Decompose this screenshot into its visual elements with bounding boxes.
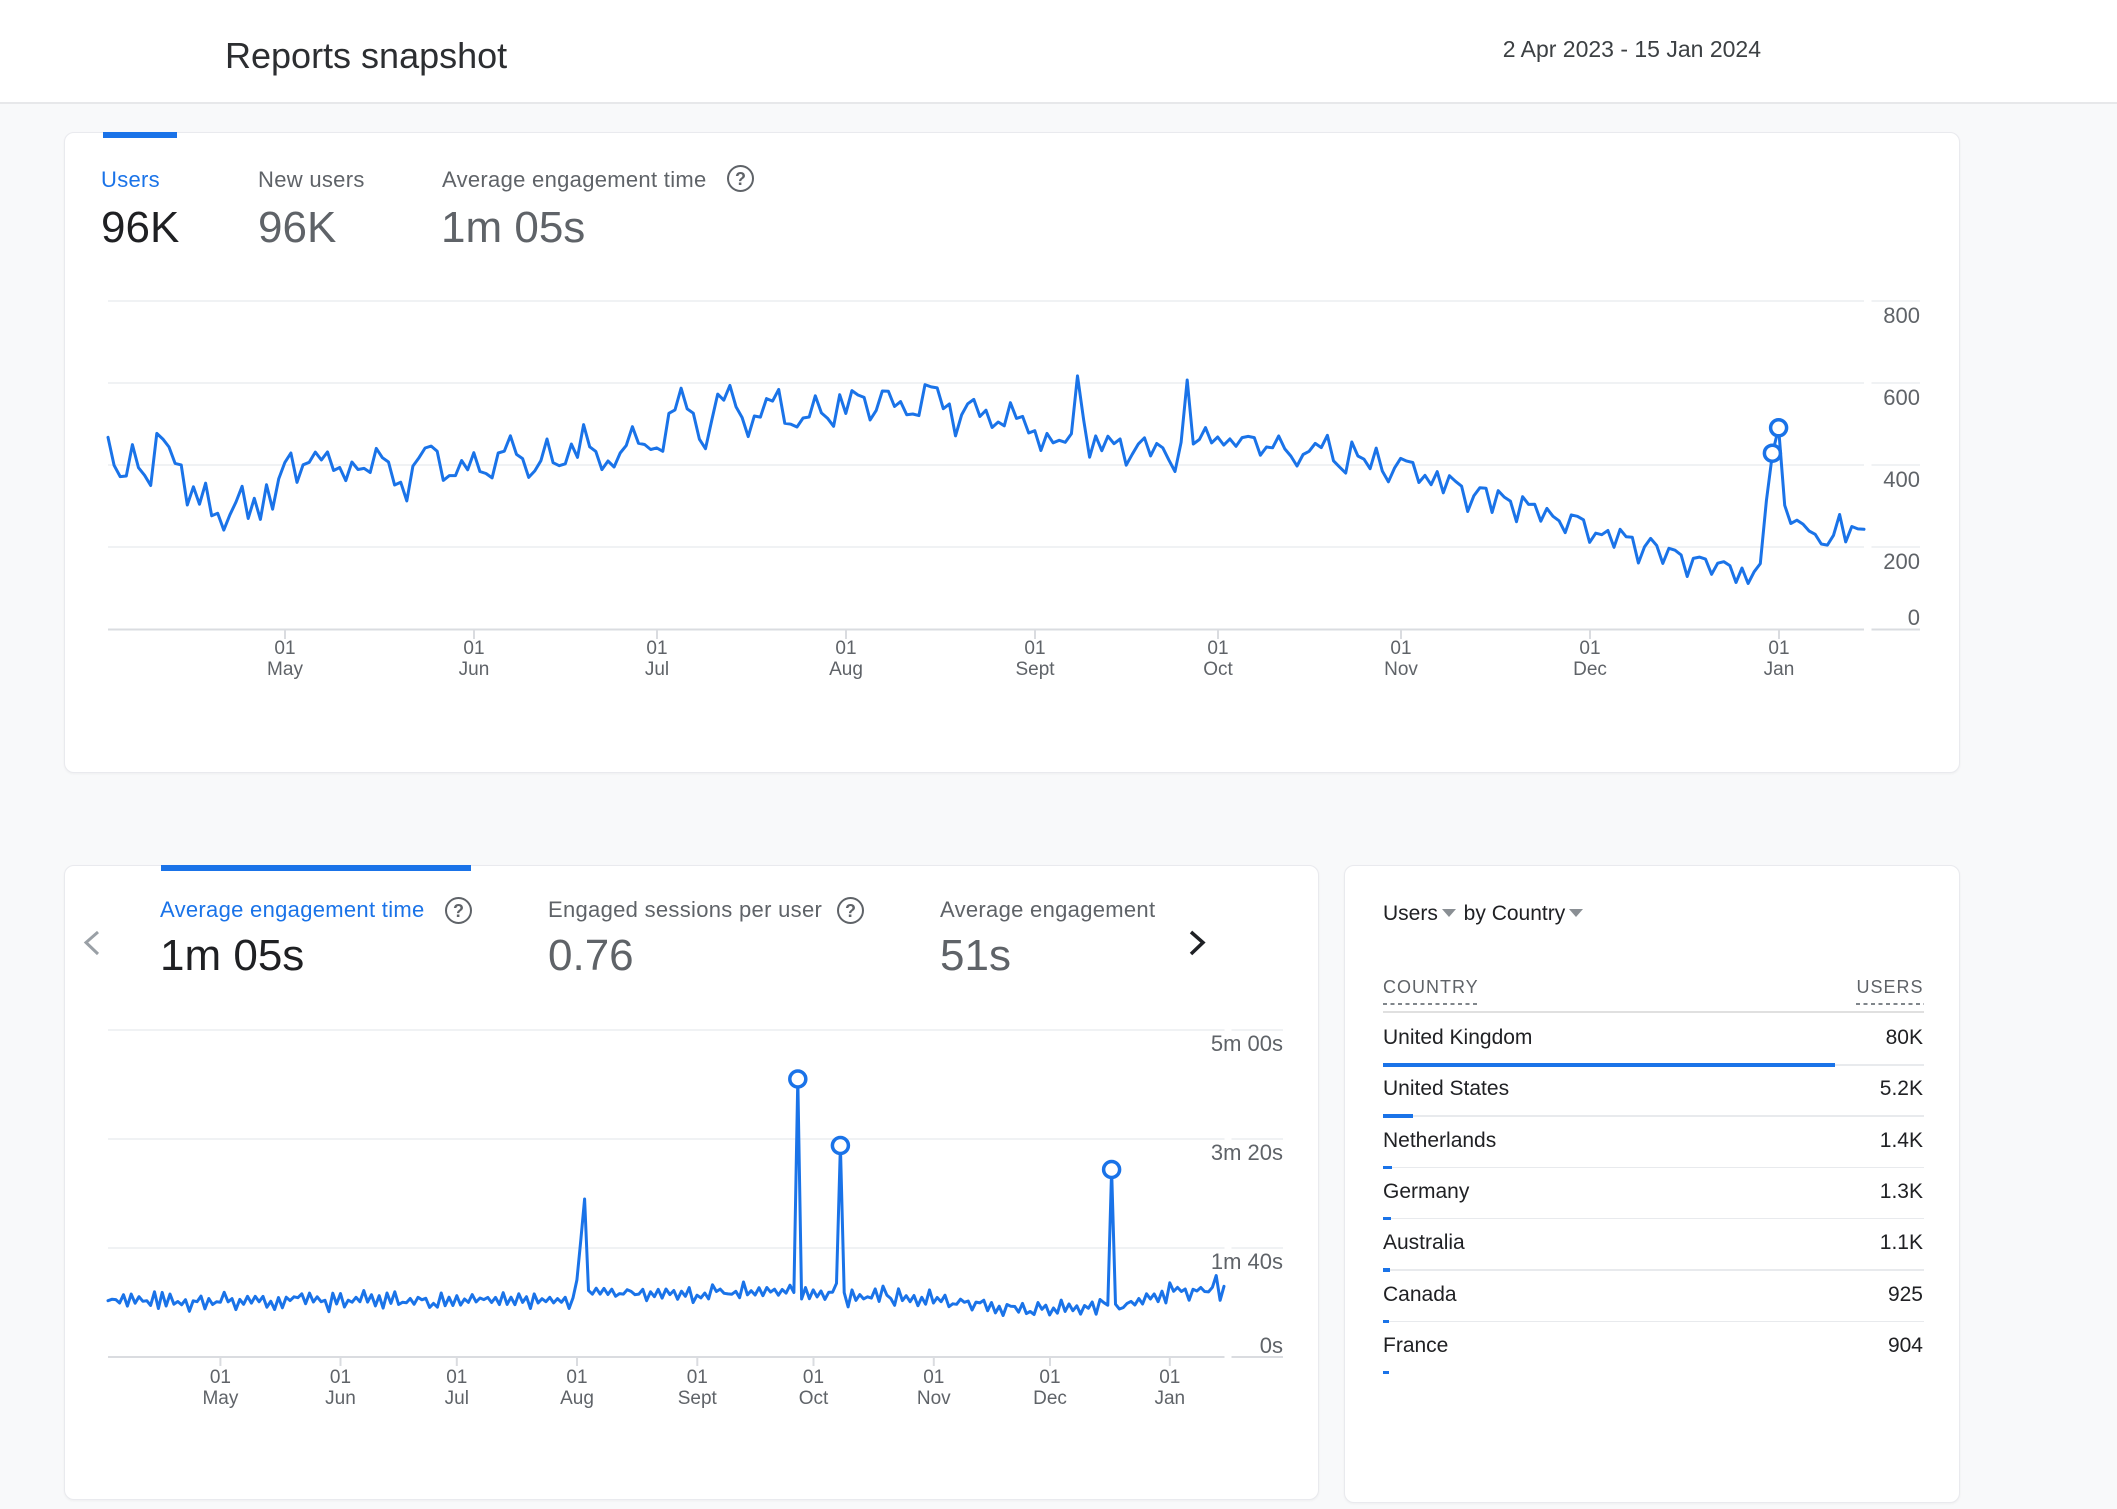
svg-text:Jul: Jul bbox=[445, 1388, 469, 1409]
svg-text:May: May bbox=[267, 659, 303, 680]
svg-text:3m 20s: 3m 20s bbox=[1211, 1140, 1283, 1165]
svg-text:?: ? bbox=[845, 901, 856, 921]
svg-text:Nov: Nov bbox=[917, 1388, 951, 1409]
svg-text:01: 01 bbox=[330, 1367, 351, 1388]
svg-text:800: 800 bbox=[1883, 303, 1920, 328]
svg-text:Oct: Oct bbox=[799, 1388, 829, 1409]
svg-text:Dec: Dec bbox=[1033, 1388, 1067, 1409]
svg-text:Sept: Sept bbox=[1015, 659, 1055, 680]
svg-text:01: 01 bbox=[923, 1367, 944, 1388]
svg-text:Aug: Aug bbox=[829, 659, 863, 680]
svg-text:01: 01 bbox=[803, 1367, 824, 1388]
svg-text:600: 600 bbox=[1883, 385, 1920, 410]
svg-text:Nov: Nov bbox=[1384, 659, 1418, 680]
svg-text:01: 01 bbox=[1024, 638, 1045, 659]
svg-text:01: 01 bbox=[1207, 638, 1228, 659]
svg-text:200: 200 bbox=[1883, 549, 1920, 574]
svg-text:01: 01 bbox=[446, 1367, 467, 1388]
svg-text:01: 01 bbox=[687, 1367, 708, 1388]
svg-text:01: 01 bbox=[835, 638, 856, 659]
svg-text:?: ? bbox=[453, 901, 464, 921]
svg-text:01: 01 bbox=[1039, 1367, 1060, 1388]
svg-text:Jun: Jun bbox=[459, 659, 490, 680]
svg-text:01: 01 bbox=[1768, 638, 1789, 659]
svg-text:400: 400 bbox=[1883, 467, 1920, 492]
svg-text:01: 01 bbox=[566, 1367, 587, 1388]
svg-text:01: 01 bbox=[1390, 638, 1411, 659]
svg-text:01: 01 bbox=[274, 638, 295, 659]
svg-text:Jun: Jun bbox=[325, 1388, 356, 1409]
svg-text:1m 40s: 1m 40s bbox=[1211, 1249, 1283, 1274]
svg-text:Aug: Aug bbox=[560, 1388, 594, 1409]
svg-text:0s: 0s bbox=[1260, 1333, 1283, 1358]
svg-text:Jan: Jan bbox=[1154, 1388, 1185, 1409]
svg-text:01: 01 bbox=[1579, 638, 1600, 659]
svg-text:Dec: Dec bbox=[1573, 659, 1607, 680]
svg-text:01: 01 bbox=[463, 638, 484, 659]
svg-text:Sept: Sept bbox=[678, 1388, 718, 1409]
svg-text:?: ? bbox=[735, 169, 746, 189]
svg-text:Jul: Jul bbox=[645, 659, 669, 680]
svg-text:01: 01 bbox=[646, 638, 667, 659]
svg-text:Oct: Oct bbox=[1203, 659, 1233, 680]
svg-text:01: 01 bbox=[1159, 1367, 1180, 1388]
svg-text:May: May bbox=[202, 1388, 238, 1409]
svg-text:0: 0 bbox=[1908, 605, 1920, 630]
svg-text:5m 00s: 5m 00s bbox=[1211, 1031, 1283, 1056]
svg-text:Jan: Jan bbox=[1764, 659, 1795, 680]
svg-text:01: 01 bbox=[210, 1367, 231, 1388]
